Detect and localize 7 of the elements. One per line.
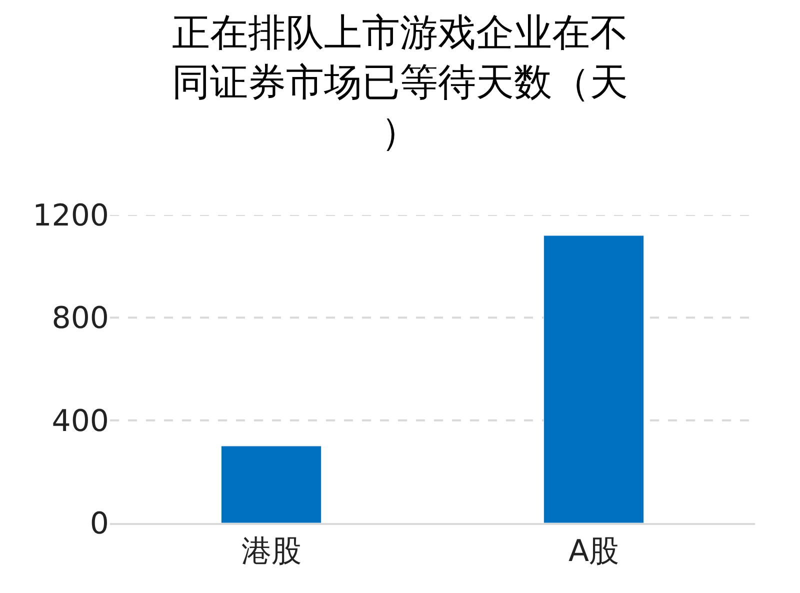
y-tick-label: 0	[90, 506, 109, 542]
x-tick-label: A股	[568, 534, 620, 569]
y-tick-label: 1200	[32, 198, 109, 234]
y-tick-label: 800	[52, 301, 109, 336]
chart-title: 正在排队上市游戏企业在不同证券市场已等待天数（天）	[172, 10, 628, 154]
x-tick-label: 港股	[241, 534, 302, 569]
y-tick-label: 400	[52, 404, 109, 439]
